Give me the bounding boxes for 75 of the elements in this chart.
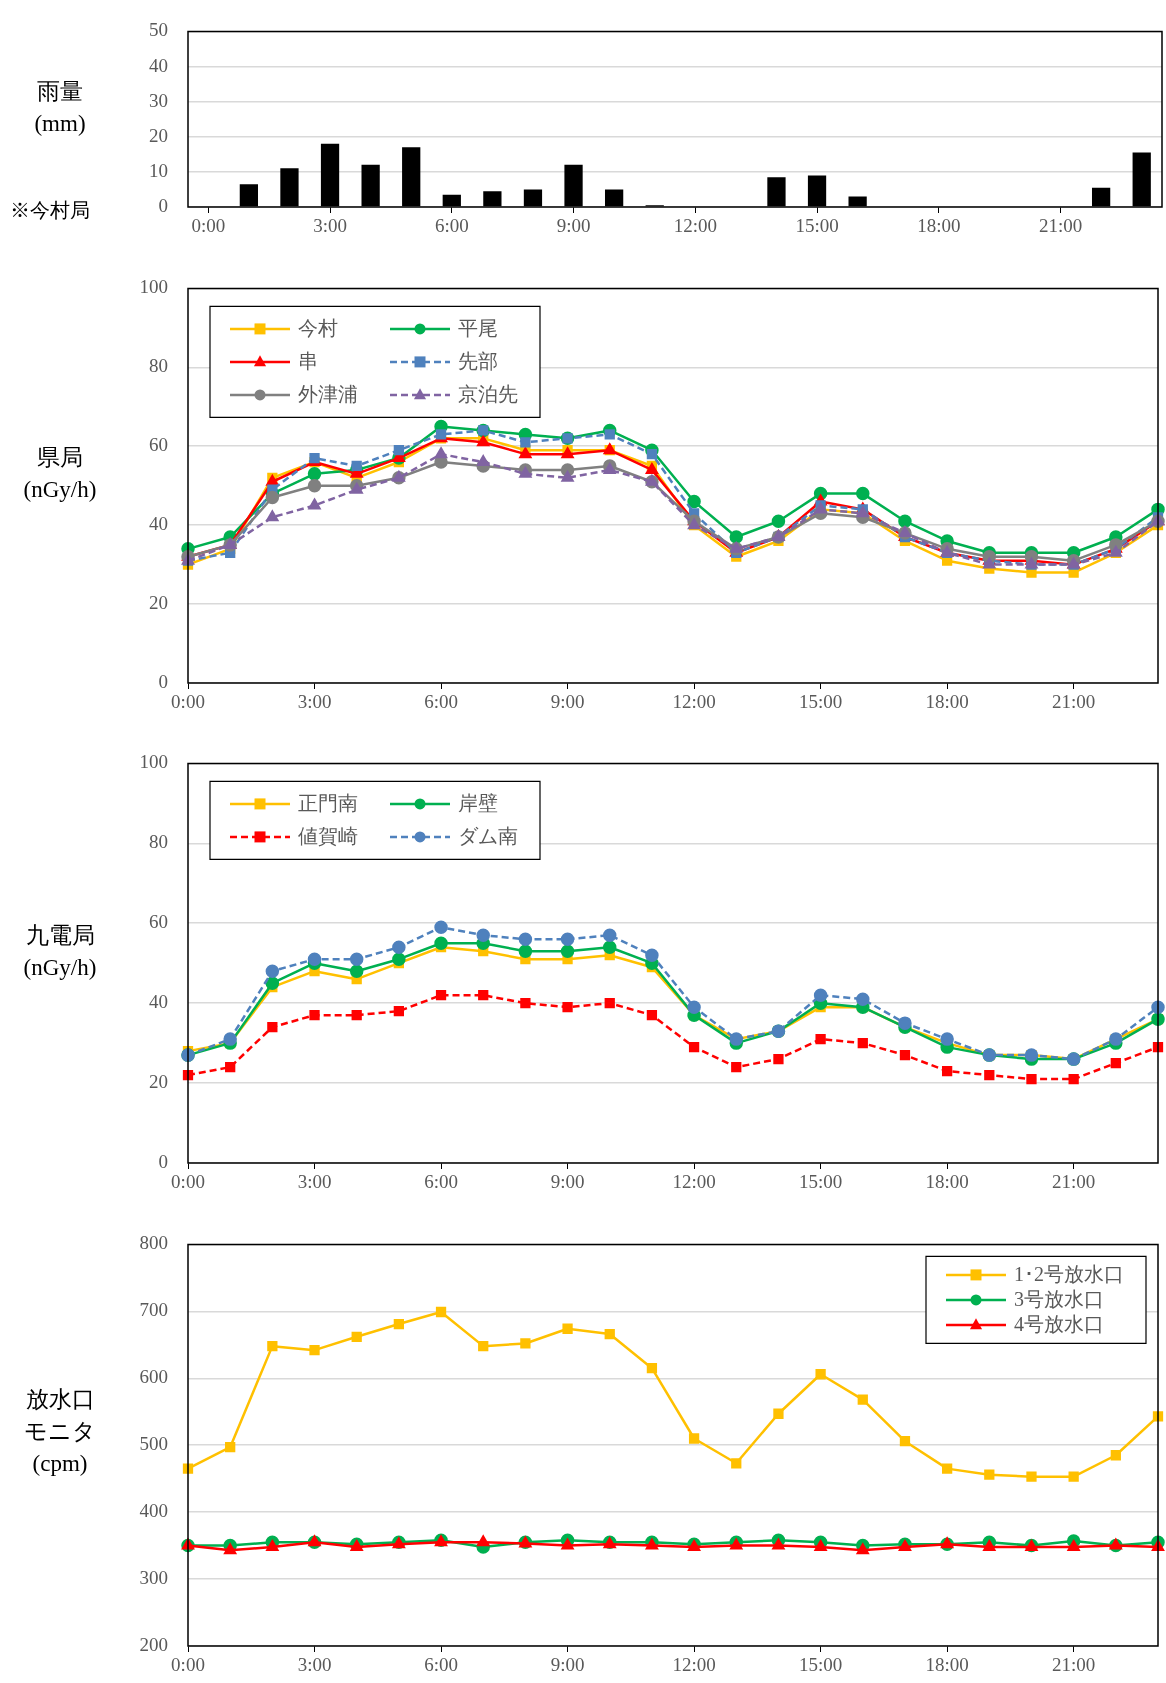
x-tick-label: 3:00 — [297, 691, 332, 713]
x-tick-label: 15:00 — [798, 691, 843, 713]
y-tick-label: 40 — [149, 54, 168, 76]
y-tick-label: 60 — [149, 911, 168, 933]
y-tick-label: 40 — [149, 991, 168, 1013]
y-axis-title: 雨量 (mm) — [33, 77, 87, 138]
y-tick-label: 10 — [149, 159, 168, 181]
legend-label: 岸壁 — [458, 792, 498, 815]
y-axis-title: 九電局 (nGy/h) — [22, 921, 98, 982]
legend-label: 3号放水口 — [1014, 1288, 1104, 1311]
y-tick-label: 700 — [139, 1299, 168, 1321]
y-tick-label: 80 — [149, 355, 168, 377]
y-axis-title: 放水口モニタ (cpm) — [23, 1385, 97, 1478]
y-tick-label: 300 — [139, 1567, 168, 1589]
x-tick-label: 9:00 — [550, 1171, 585, 1193]
x-tick-label: 15:00 — [798, 1654, 843, 1676]
y-tick-label: 0 — [158, 194, 168, 216]
legend-label: 串 — [298, 350, 318, 373]
x-tick-label: 0:00 — [171, 691, 205, 713]
x-tick-label: 15:00 — [798, 1171, 843, 1193]
x-tick-label: 18:00 — [917, 215, 961, 237]
x-tick-label: 0:00 — [171, 1654, 205, 1676]
legend-label: ダム南 — [458, 825, 518, 848]
legend-label: 1･2号放水口 — [1014, 1263, 1124, 1286]
y-tick-label: 800 — [139, 1232, 168, 1254]
x-tick-label: 21:00 — [1052, 691, 1096, 713]
x-tick-label: 21:00 — [1038, 215, 1083, 237]
x-tick-label: 9:00 — [550, 691, 585, 713]
legend-label: 今村 — [298, 317, 338, 340]
x-tick-label: 18:00 — [925, 1654, 969, 1676]
y-tick-label: 20 — [149, 1071, 168, 1093]
legend-label: 先部 — [458, 350, 498, 373]
legend-label: 正門南 — [298, 792, 358, 815]
x-tick-label: 0:00 — [191, 215, 226, 237]
x-tick-label: 18:00 — [925, 691, 969, 713]
y-tick-label: 100 — [139, 751, 168, 773]
y-tick-label: 30 — [149, 89, 168, 111]
x-tick-label: 18:00 — [925, 1171, 969, 1193]
y-tick-label: 500 — [139, 1433, 168, 1455]
x-tick-label: 3:00 — [313, 215, 347, 237]
legend-label: 値賀崎 — [298, 825, 358, 848]
x-tick-label: 3:00 — [297, 1654, 332, 1676]
x-tick-label: 6:00 — [424, 1654, 458, 1676]
x-tick-label: 21:00 — [1052, 1171, 1096, 1193]
x-tick-label: 6:00 — [424, 691, 458, 713]
x-tick-label: 6:00 — [434, 215, 469, 237]
y-tick-label: 0 — [158, 670, 168, 692]
x-tick-label: 6:00 — [424, 1171, 458, 1193]
x-tick-label: 12:00 — [672, 691, 716, 713]
y-tick-label: 100 — [139, 276, 168, 298]
y-tick-label: 80 — [149, 831, 168, 853]
x-tick-label: 12:00 — [672, 1654, 716, 1676]
y-tick-label: 20 — [149, 124, 168, 146]
y-tick-label: 50 — [149, 19, 168, 41]
legend-label: 外津浦 — [298, 383, 358, 406]
x-tick-label: 9:00 — [556, 215, 591, 237]
y-tick-label: 200 — [139, 1633, 168, 1655]
legend-label: 京泊先 — [458, 383, 518, 406]
x-tick-label: 9:00 — [550, 1654, 585, 1676]
y-tick-label: 40 — [149, 513, 168, 535]
y-tick-label: 20 — [149, 592, 168, 614]
x-tick-label: 3:00 — [297, 1171, 332, 1193]
text: ※今村局 — [10, 198, 90, 223]
x-tick-label: 21:00 — [1052, 1654, 1096, 1676]
legend-label: 4号放水口 — [1014, 1313, 1104, 1336]
y-tick-label: 60 — [149, 434, 168, 456]
x-tick-label: 0:00 — [171, 1171, 205, 1193]
x-tick-label: 15:00 — [795, 215, 839, 237]
x-tick-label: 12:00 — [672, 1171, 716, 1193]
y-tick-label: 400 — [139, 1500, 168, 1522]
y-tick-label: 600 — [139, 1366, 168, 1388]
x-tick-label: 12:00 — [673, 215, 717, 237]
legend-label: 平尾 — [458, 317, 498, 340]
y-tick-label: 0 — [158, 1150, 168, 1172]
y-axis-title: 県局 (nGy/h) — [22, 443, 98, 504]
